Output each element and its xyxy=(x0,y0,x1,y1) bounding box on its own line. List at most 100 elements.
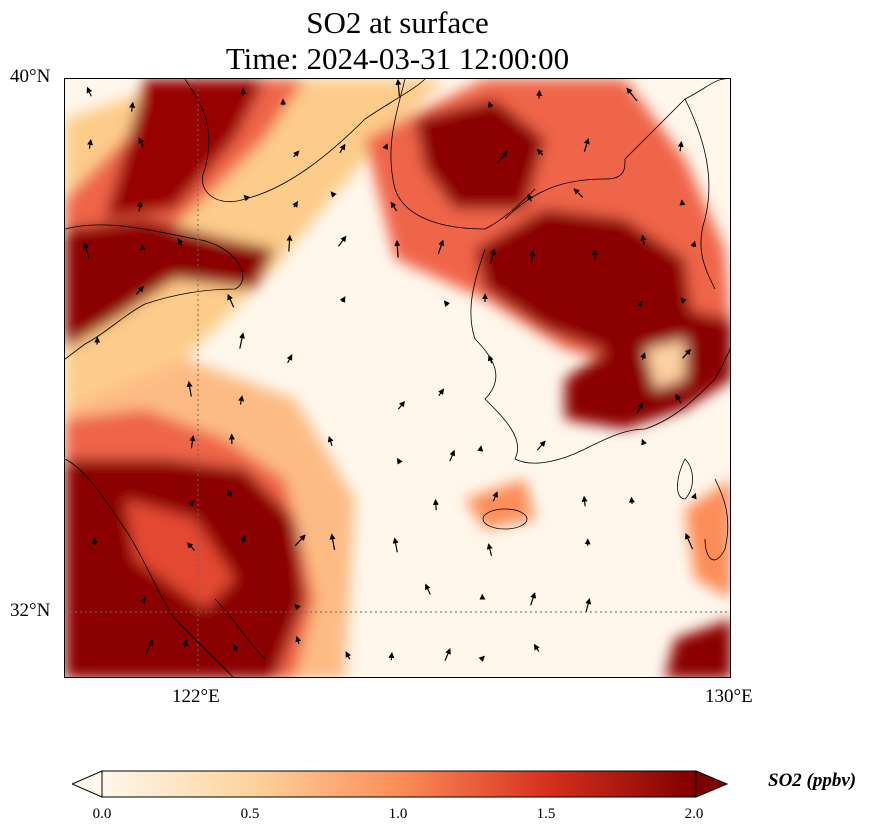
wind-arrow xyxy=(486,543,493,556)
wind-arrow xyxy=(397,457,403,465)
wind-arrow xyxy=(188,500,195,507)
wind-arrow xyxy=(685,533,694,550)
wind-arrow xyxy=(136,200,143,212)
wind-arrow xyxy=(492,491,498,502)
wind-arrow xyxy=(390,201,398,212)
wind-arrow xyxy=(432,498,439,511)
lat-label-32n: 32°N xyxy=(10,600,51,621)
wind-arrow xyxy=(294,603,301,611)
wind-arrow xyxy=(286,354,293,364)
wind-arrow xyxy=(182,639,189,648)
wind-arrow xyxy=(91,537,98,546)
wind-arrow xyxy=(233,643,239,653)
wind-arrow xyxy=(449,449,456,462)
wind-arrow xyxy=(438,388,445,397)
wind-arrow xyxy=(327,435,334,446)
lon-label-130e: 130°E xyxy=(705,686,753,707)
wind-arrow xyxy=(585,598,592,612)
wind-arrow xyxy=(177,237,184,246)
wind-arrow xyxy=(477,445,484,452)
colorbar-tick-2: 1.0 xyxy=(388,806,408,822)
wind-arrow xyxy=(339,143,346,154)
wind-arrow xyxy=(536,89,543,99)
colorbar-min-extend xyxy=(72,770,103,798)
map-title: SO2 at surface xyxy=(306,5,489,40)
map-time: Time: 2024-03-31 12:00:00 xyxy=(225,41,570,76)
colorbar xyxy=(72,770,728,798)
wind-arrow xyxy=(86,86,93,97)
wind-arrow xyxy=(690,492,697,500)
wind-arrow xyxy=(636,300,643,308)
wind-arrow xyxy=(680,297,687,304)
wind-arrow xyxy=(583,137,590,153)
wind-arrow xyxy=(536,440,546,451)
wind-arrow xyxy=(636,402,644,414)
wind-arrow xyxy=(293,150,300,158)
wind-arrow xyxy=(530,592,536,606)
wind-arrow xyxy=(675,393,682,404)
wind-arrow xyxy=(83,242,90,259)
wind-arrow xyxy=(87,139,93,149)
wind-arrow xyxy=(641,438,647,446)
colorbar-gradient xyxy=(101,770,697,798)
wind-arrow xyxy=(186,380,193,397)
wind-arrow xyxy=(490,248,496,264)
wind-arrow xyxy=(628,496,635,504)
wind-arrow xyxy=(388,652,395,661)
wind-arrow xyxy=(140,244,146,251)
map-panel xyxy=(64,78,731,678)
wind-arrow xyxy=(488,101,494,108)
wind-arrow xyxy=(330,191,337,198)
wind-arrow xyxy=(443,300,450,307)
wind-arrow xyxy=(292,200,299,208)
wind-arrow xyxy=(626,87,638,102)
gridlines xyxy=(65,79,730,677)
wind-arrow xyxy=(478,655,485,663)
wind-arrow xyxy=(395,79,402,97)
colorbar-tick-3: 1.5 xyxy=(536,806,556,822)
wind-arrow xyxy=(444,647,451,661)
wind-arrow xyxy=(144,639,153,656)
wind-arrow xyxy=(529,250,536,264)
wind-arrow xyxy=(640,352,646,360)
wind-vectors xyxy=(83,79,697,663)
wind-arrow xyxy=(240,535,246,545)
wind-arrow xyxy=(682,348,692,359)
colorbar-tick-4: 2.0 xyxy=(684,806,704,822)
wind-arrow xyxy=(138,137,144,147)
wind-arrow xyxy=(238,395,245,405)
wind-arrow xyxy=(640,234,647,246)
wind-arrow xyxy=(536,148,544,156)
wind-arrow xyxy=(437,239,445,255)
wind-arrow xyxy=(573,188,584,198)
so2-map xyxy=(65,79,730,677)
lon-label-122e: 122°E xyxy=(172,686,220,707)
lat-label-40n: 40°N xyxy=(10,66,51,87)
wind-arrow xyxy=(227,293,235,308)
wind-arrow xyxy=(294,534,306,547)
colorbar-tick-1: 0.5 xyxy=(240,806,260,822)
wind-arrow xyxy=(243,194,250,202)
wind-arrow xyxy=(690,240,697,248)
wind-arrow xyxy=(527,193,534,202)
wind-arrow xyxy=(392,537,399,553)
wind-arrow xyxy=(186,542,195,551)
wind-arrow xyxy=(345,651,352,660)
wind-arrow xyxy=(337,235,347,247)
colorbar-max-extend xyxy=(695,770,728,798)
so2-field xyxy=(65,79,730,677)
wind-arrow xyxy=(677,140,684,152)
colorbar-label: SO2 (ppbv) xyxy=(768,770,857,791)
wind-arrow xyxy=(329,533,336,551)
wind-arrow xyxy=(487,354,494,364)
wind-arrow xyxy=(581,495,588,507)
wind-arrow xyxy=(239,332,245,349)
wind-arrow xyxy=(496,150,508,164)
wind-arrow xyxy=(189,435,196,449)
wind-arrow xyxy=(397,400,406,410)
wind-arrow xyxy=(339,296,346,303)
wind-arrow xyxy=(286,234,293,252)
colorbar-tick-0: 0.0 xyxy=(92,806,112,822)
wind-arrow xyxy=(394,239,401,258)
wind-arrow xyxy=(382,143,389,150)
